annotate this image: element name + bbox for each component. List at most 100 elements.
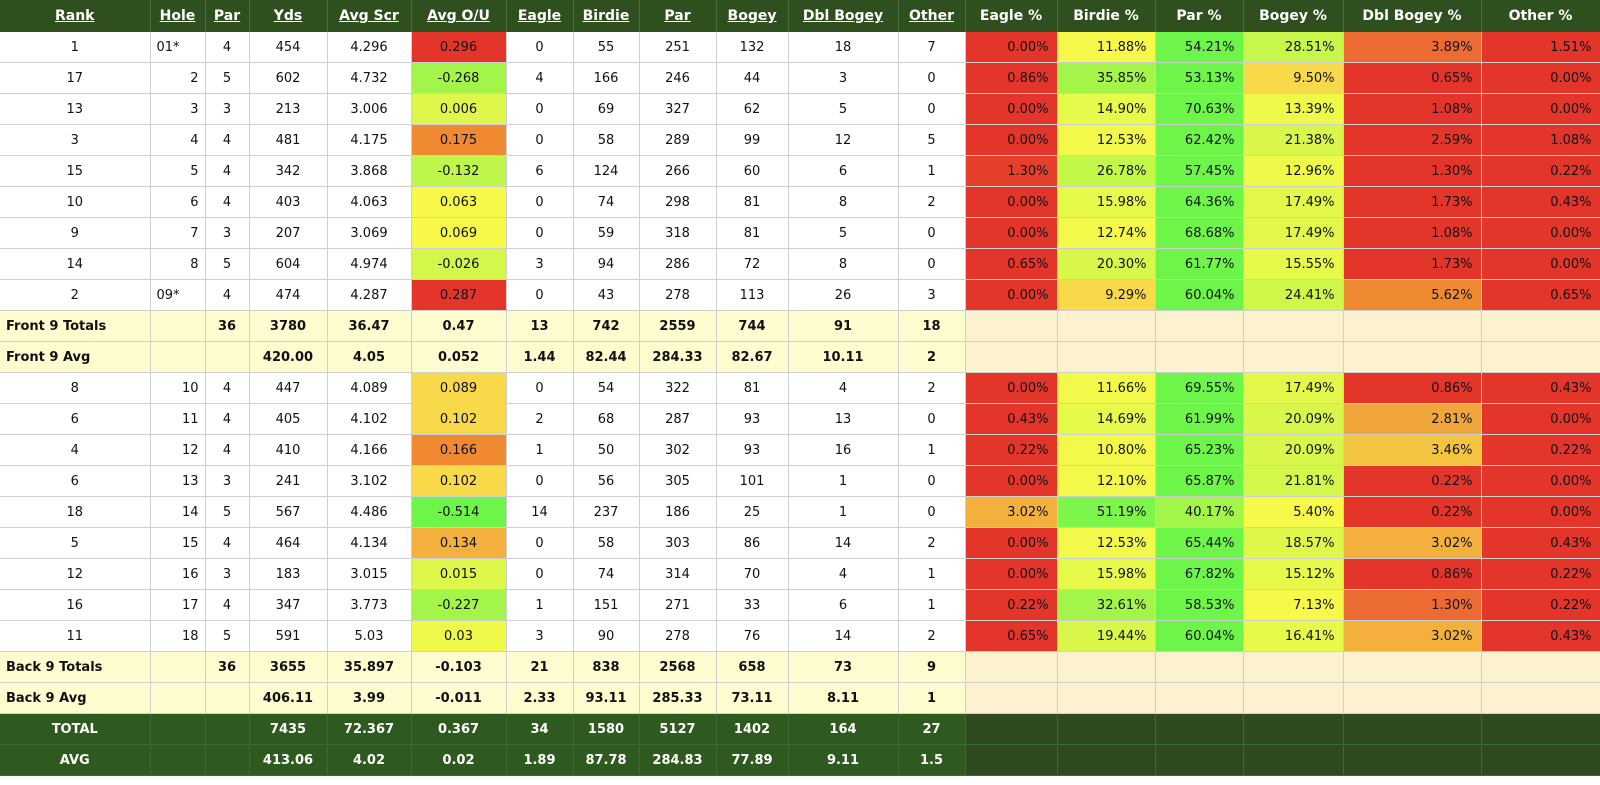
avg-over-under-cell: 0.102 — [411, 403, 507, 435]
avg-score-cell: 4.089 — [327, 372, 412, 404]
avg-score-cell: 4.287 — [327, 279, 412, 311]
par-cell: 4 — [205, 527, 250, 559]
other-pct-cell: 0.00% — [1481, 496, 1600, 528]
header-other[interactable]: Other — [898, 0, 966, 32]
double-bogey-pct-cell: 2.59% — [1343, 124, 1482, 156]
eagle-pct-cell: 0.43% — [965, 403, 1058, 435]
header-label: Dbl Bogey — [802, 8, 884, 24]
hole-cell: 01* — [150, 32, 206, 63]
header-label: Hole — [159, 8, 196, 24]
hole-cell: 16 — [150, 558, 206, 590]
header-par[interactable]: Par — [205, 0, 250, 32]
rank-cell: 1 — [0, 32, 151, 63]
header-avg-o-u[interactable]: Avg O/U — [411, 0, 507, 32]
avg-over-under-cell: -0.227 — [411, 589, 507, 621]
header-label: Eagle — [517, 8, 562, 24]
header-par[interactable]: Par — [639, 0, 717, 32]
par-pct-cell: 68.68% — [1155, 217, 1244, 249]
bogey-count-cell: 744 — [716, 310, 789, 342]
empty-pct-cell — [1155, 310, 1244, 342]
hole-cell: 12 — [150, 434, 206, 466]
avg-score-cell: 4.732 — [327, 62, 412, 94]
hole-cell — [150, 341, 206, 373]
header-eagle[interactable]: Eagle — [506, 0, 574, 32]
rank-cell: 9 — [0, 217, 151, 249]
other-count-cell: 18 — [898, 310, 966, 342]
bogey-count-cell: 658 — [716, 651, 789, 683]
double-bogey-count-cell: 1 — [788, 465, 899, 497]
other-pct-cell: 1.08% — [1481, 124, 1600, 156]
eagle-pct-cell: 0.00% — [965, 558, 1058, 590]
other-count-cell: 0 — [898, 93, 966, 125]
birdie-count-cell: 69 — [573, 93, 640, 125]
par-cell: 4 — [205, 155, 250, 187]
double-bogey-count-cell: 13 — [788, 403, 899, 435]
summary-row: AVG 413.06 4.02 0.02 1.89 87.78 284.83 77.89 9.1… — [0, 744, 1600, 776]
bogey-count-cell: 82.67 — [716, 341, 789, 373]
header-other-[interactable]: Other % — [1481, 0, 1600, 32]
birdie-count-cell: 43 — [573, 279, 640, 311]
empty-pct-cell — [1343, 341, 1482, 373]
birdie-count-cell: 237 — [573, 496, 640, 528]
avg-over-under-cell: 0.134 — [411, 527, 507, 559]
empty-pct-cell — [1057, 651, 1156, 683]
double-bogey-pct-cell: 5.62% — [1343, 279, 1482, 311]
eagle-count-cell: 0 — [506, 372, 574, 404]
par-pct-cell: 67.82% — [1155, 558, 1244, 590]
avg-score-cell: 4.134 — [327, 527, 412, 559]
bogey-pct-cell: 20.09% — [1243, 403, 1344, 435]
header-birdie-[interactable]: Birdie % — [1057, 0, 1156, 32]
yards-cell: 347 — [249, 589, 328, 621]
summary-label: Back 9 Totals — [0, 651, 151, 683]
rank-cell: 8 — [0, 372, 151, 404]
table-row: 3 4 4 481 4.175 0.175 0 58 289 99 12 5 0.00% 12.53% 62… — [0, 124, 1600, 156]
hole-cell: 11 — [150, 403, 206, 435]
empty-pct-cell — [1481, 310, 1600, 342]
par-cell: 5 — [205, 496, 250, 528]
hole-cell: 5 — [150, 155, 206, 187]
empty-pct-cell — [1243, 310, 1344, 342]
header-eagle-[interactable]: Eagle % — [965, 0, 1058, 32]
avg-score-cell: 4.486 — [327, 496, 412, 528]
header-bogey[interactable]: Bogey — [716, 0, 789, 32]
header-hole[interactable]: Hole — [150, 0, 206, 32]
header-yds[interactable]: Yds — [249, 0, 328, 32]
yards-cell: 464 — [249, 527, 328, 559]
header-avg-scr[interactable]: Avg Scr — [327, 0, 412, 32]
birdie-count-cell: 55 — [573, 32, 640, 63]
table-row: 2 09* 4 474 4.287 0.287 0 43 278 113 26 3 0.00% 9.29%… — [0, 279, 1600, 311]
header-par-[interactable]: Par % — [1155, 0, 1244, 32]
summary-row: TOTAL 7435 72.367 0.367 34 1580 5127 1402 164 27 — [0, 713, 1600, 745]
double-bogey-pct-cell: 1.08% — [1343, 93, 1482, 125]
avg-over-under-cell: 0.296 — [411, 32, 507, 63]
hole-cell: 13 — [150, 465, 206, 497]
other-count-cell: 1 — [898, 155, 966, 187]
par-count-cell: 186 — [639, 496, 717, 528]
eagle-pct-cell: 0.00% — [965, 527, 1058, 559]
avg-over-under-cell: 0.089 — [411, 372, 507, 404]
header-rank[interactable]: Rank — [0, 0, 151, 32]
birdie-count-cell: 54 — [573, 372, 640, 404]
bogey-count-cell: 132 — [716, 32, 789, 63]
par-cell — [205, 713, 250, 745]
par-pct-cell: 58.53% — [1155, 589, 1244, 621]
summary-label: Front 9 Totals — [0, 310, 151, 342]
eagle-pct-cell: 0.00% — [965, 465, 1058, 497]
header-dbl-bogey-[interactable]: Dbl Bogey % — [1343, 0, 1482, 32]
birdie-count-cell: 151 — [573, 589, 640, 621]
eagle-count-cell: 1 — [506, 589, 574, 621]
avg-score-cell: 4.166 — [327, 434, 412, 466]
header-dbl-bogey[interactable]: Dbl Bogey — [788, 0, 899, 32]
par-count-cell: 327 — [639, 93, 717, 125]
header-birdie[interactable]: Birdie — [573, 0, 640, 32]
birdie-count-cell: 838 — [573, 651, 640, 683]
avg-over-under-cell: 0.015 — [411, 558, 507, 590]
header-bogey-[interactable]: Bogey % — [1243, 0, 1344, 32]
bogey-count-cell: 101 — [716, 465, 789, 497]
eagle-count-cell: 0 — [506, 93, 574, 125]
empty-pct-cell — [965, 310, 1058, 342]
summary-row: Back 9 Avg 406.11 3.99 -0.011 2.33 93.11 285.3… — [0, 682, 1600, 714]
rank-cell: 14 — [0, 248, 151, 280]
bogey-count-cell: 72 — [716, 248, 789, 280]
